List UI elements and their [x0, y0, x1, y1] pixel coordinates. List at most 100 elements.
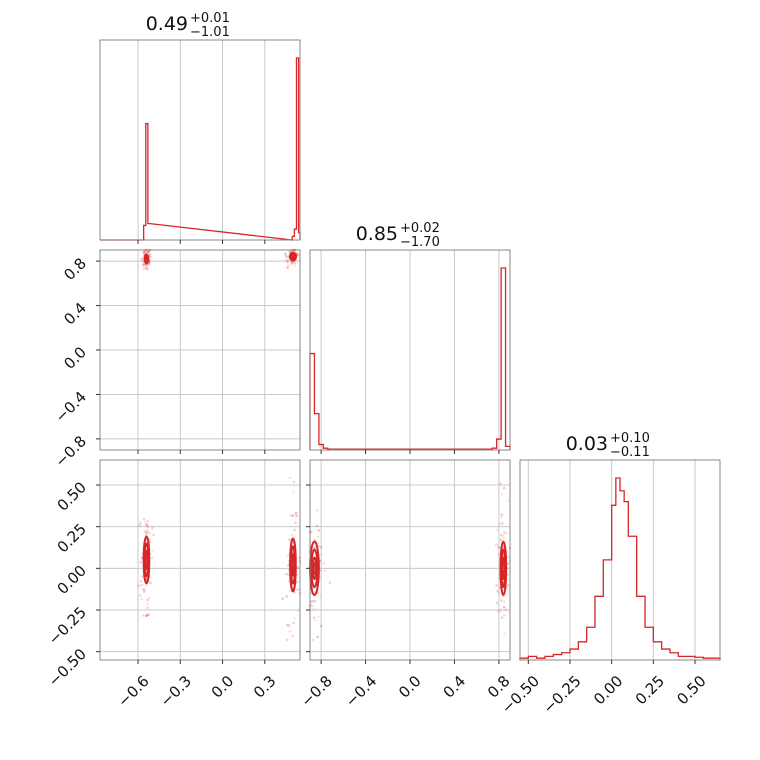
sample-point [315, 524, 319, 528]
sample-point [142, 264, 145, 267]
y-tick-label: 0.25 [54, 520, 90, 556]
sample-point [498, 586, 501, 590]
sample-point [497, 552, 500, 556]
sample-point [502, 536, 506, 540]
sample-point [143, 530, 146, 533]
sample-point [147, 596, 151, 600]
sample-point [497, 591, 501, 595]
sample-point [141, 614, 145, 617]
panel-frame [99, 39, 301, 241]
sample-point [328, 581, 332, 584]
sample-point [504, 608, 508, 612]
sample-point [283, 252, 287, 255]
sample-point [316, 509, 319, 512]
sample-point [294, 521, 298, 525]
sample-point [148, 255, 152, 259]
sample-point [146, 523, 149, 527]
sample-point [290, 533, 294, 537]
x-axis-labels-p2: −0.8 −0.4 0.0 0.4 0.8 [297, 672, 513, 710]
sample-point [147, 250, 150, 254]
y-tick-label: 0.0 [60, 343, 90, 373]
sample-point [293, 521, 297, 524]
sample-point [146, 529, 149, 532]
sample-point [500, 513, 504, 517]
sample-point [293, 261, 297, 265]
sample-point [500, 492, 504, 496]
histogram-panel-p3: 0.03 +0.10−0.11 [519, 431, 721, 664]
cluster-p3_vs_p1-1 [281, 476, 302, 642]
sample-point [146, 606, 149, 610]
sample-point [142, 517, 146, 521]
sample-point [499, 608, 502, 612]
sample-point [296, 588, 300, 591]
cluster-p3_vs_p1-0 [137, 517, 155, 618]
sample-point [323, 569, 327, 572]
sample-point [506, 562, 510, 565]
contour-level-4 [144, 554, 149, 566]
sample-point [145, 267, 149, 270]
x-tick-label: 0.0 [208, 672, 238, 702]
sample-point [297, 254, 300, 257]
sample-point [138, 524, 141, 527]
sample-point [145, 268, 149, 272]
sample-point [295, 514, 298, 518]
sample-point [143, 589, 146, 593]
sample-point [288, 250, 292, 253]
sample-point [502, 486, 506, 490]
sample-point [286, 260, 289, 264]
sample-point [498, 522, 501, 526]
sample-point [294, 591, 297, 594]
sample-point [144, 251, 147, 254]
title-lower-error-p1: −1.01 [190, 25, 230, 40]
y-tick-label: 0.00 [54, 562, 90, 598]
x-tick-label: 0.00 [590, 672, 626, 708]
contour-level-4 [501, 562, 506, 575]
sample-point [499, 533, 503, 537]
sample-point [139, 560, 143, 564]
scatter-panel-p3_vs_p1: −0.50−0.25 0.00 0.25 0.50 [45, 459, 302, 690]
sample-point [146, 602, 149, 606]
sample-point [503, 531, 506, 534]
sample-point [313, 607, 317, 611]
sample-point [505, 531, 508, 535]
sample-point [495, 528, 499, 532]
sample-point [152, 533, 155, 537]
y-tick-label: −0.25 [45, 603, 90, 648]
sample-point [293, 264, 296, 267]
sample-point [495, 584, 498, 587]
histogram-line-p1 [100, 57, 301, 241]
sample-point [151, 549, 155, 553]
sample-point [496, 589, 499, 593]
sample-point [291, 514, 295, 517]
sample-point [499, 516, 503, 519]
sample-point [501, 522, 504, 525]
y-tick-label: −0.50 [45, 645, 90, 690]
cluster-p3_vs_p2-0 [308, 483, 332, 641]
title-value-p1: 0.49 [146, 13, 188, 35]
sample-point [319, 546, 323, 549]
x-tick-label: −0.3 [157, 672, 195, 710]
sample-point [314, 618, 317, 622]
sample-point [319, 624, 323, 628]
sample-point [312, 616, 316, 620]
y-tick-label: 0.50 [54, 478, 90, 514]
x-axis-labels-p1: −0.6 −0.3 0.0 0.3 [114, 672, 279, 710]
sample-point [322, 562, 326, 565]
histogram-line-p3 [519, 477, 721, 660]
sample-point [506, 584, 510, 587]
x-tick-label: 0.4 [440, 672, 470, 702]
sample-point [148, 254, 152, 258]
sample-point [147, 250, 150, 254]
x-tick-label: −0.4 [342, 672, 380, 710]
x-tick-label: 0.50 [673, 672, 709, 708]
cluster-p3_vs_p2-1 [495, 482, 512, 635]
sample-point [503, 614, 506, 617]
sample-point [288, 630, 292, 633]
sample-point [281, 597, 284, 601]
sample-point [146, 251, 149, 254]
sample-point [144, 266, 148, 269]
sample-point [145, 531, 148, 535]
sample-point [313, 546, 316, 549]
sample-point [501, 534, 505, 537]
sample-point [142, 590, 146, 594]
